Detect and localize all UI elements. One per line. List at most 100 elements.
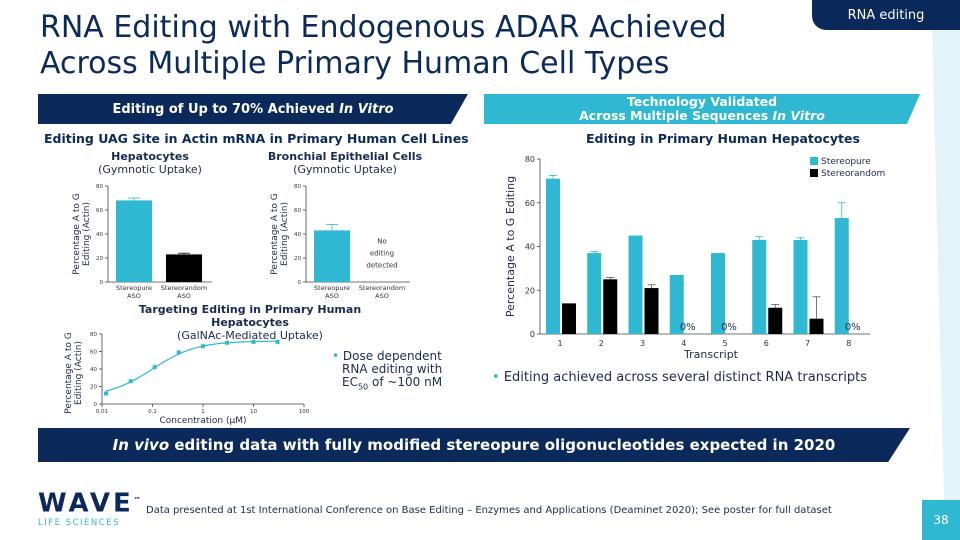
bar-stereorandom-2 <box>603 279 618 334</box>
y-axis-label: Percentage A to GEditing (Actin) <box>270 193 290 274</box>
no-editing-line-1: No <box>377 238 387 246</box>
bar-stereorandom-7 <box>809 318 824 334</box>
y-axis-label-line-1: Percentage A to G <box>64 332 74 413</box>
chart4-transcripts: 0 20 40 60 80 Percentage A to G Editing Transc… <box>504 155 885 361</box>
dose-bullet-ec-post: of ~100 nM <box>368 375 443 389</box>
x-tick-label: 100 <box>299 409 310 415</box>
bar-stereorandom-6 <box>768 307 783 334</box>
right-banner-line-1: Technology Validated <box>626 94 778 109</box>
y-tick-label: 20 <box>90 385 97 391</box>
slide-title: RNA Editing with Endogenous ADAR Achieve… <box>40 10 810 82</box>
category-label-8: 8 <box>846 339 851 348</box>
y-tick-label: 20 <box>96 256 103 262</box>
y-axis-label-line-2: Editing (Actin) <box>280 202 290 266</box>
x-axis-label: Concentration (μM) <box>159 416 246 425</box>
bar-stereopure-4 <box>669 274 684 334</box>
legend-swatch-stereopure <box>810 157 818 165</box>
y-axis-label: Percentage A to G Editing <box>504 176 517 317</box>
x-tick-label: 1 <box>201 409 205 415</box>
bar-1 <box>314 230 350 282</box>
bar-stereopure-5 <box>711 253 725 334</box>
legend-label-stereorandom: Stereorandom <box>821 169 885 179</box>
y-axis-label-line-1: Percentage A to G <box>270 193 280 274</box>
bar-stereopure-3 <box>628 235 643 334</box>
section-tag: RNA editing <box>812 0 960 30</box>
category-label-2: Stereorandom <box>359 284 405 292</box>
category-label-6: 6 <box>764 339 769 348</box>
left-banner: Editing of Up to 70% Achieved In Vitro <box>38 94 468 124</box>
x-tick-label: 10 <box>250 409 257 415</box>
data-point-3 <box>152 365 157 370</box>
category-label-4: 4 <box>681 339 686 348</box>
right-banner: Technology Validated Across Multiple Seq… <box>484 94 920 124</box>
y-tick-label: 80 <box>525 155 535 164</box>
no-editing-line-3: detected <box>366 262 397 270</box>
chart3-title: Targeting Editing in Primary Human Hepat… <box>138 303 362 329</box>
bar-stereopure-8 <box>834 218 849 334</box>
y-tick-label: 0 <box>298 280 302 286</box>
category-label-1: Stereopure <box>314 284 350 292</box>
chart1-title: Hepatocytes <box>111 150 189 163</box>
y-tick-label: 40 <box>90 367 97 373</box>
category-label-5: 5 <box>722 339 727 348</box>
zero-label-8: 0% <box>845 322 861 333</box>
dose-bullet-line-1: Dose dependent <box>342 349 442 363</box>
title-line-1: RNA Editing with Endogenous ADAR Achieve… <box>40 10 727 45</box>
chart3-subtitle: (GalNAc-Mediated Uptake) <box>177 329 323 342</box>
chart2-title-block: Bronchial Epithelial Cells (Gymnotic Upt… <box>260 150 430 176</box>
right-banner-line-2: Across Multiple Sequences <box>579 108 773 123</box>
fit-curve <box>105 340 278 392</box>
y-tick-label: 80 <box>294 184 301 190</box>
right-banner-em: In Vitro <box>772 108 825 123</box>
y-axis-label: Percentage A to GEditing (Actin) <box>64 332 84 413</box>
dose-bullet-line-2: RNA editing with <box>342 362 443 376</box>
bar-stereorandom-1 <box>562 303 576 334</box>
dose-bullet: • Dose dependent RNA editing with EC50 o… <box>332 349 443 392</box>
dose-bullet-ec-sub: 50 <box>357 382 369 392</box>
category-label-3: 3 <box>640 339 645 348</box>
right-bullet: • Editing achieved across several distin… <box>492 370 867 385</box>
bottom-banner-text: editing data with fully modified stereop… <box>169 436 836 454</box>
y-tick-label: 0 <box>94 402 98 408</box>
background-stripe <box>932 30 960 500</box>
y-tick-label: 40 <box>294 232 301 238</box>
data-point-1 <box>103 391 108 396</box>
data-point-8 <box>275 339 280 344</box>
chart3-title-block: Targeting Editing in Primary Human Hepat… <box>100 303 400 342</box>
logo-sub: LIFE SCIENCES <box>38 517 120 528</box>
x-tick-label: 0.01 <box>96 409 108 415</box>
category-label-2: 2 <box>599 339 604 348</box>
bar-1 <box>116 200 152 282</box>
y-tick-label: 60 <box>294 208 301 214</box>
category-label-1: Stereopure <box>116 284 152 292</box>
y-axis-label-line-2: Editing (Actin) <box>74 341 84 405</box>
y-tick-label: 20 <box>525 286 535 295</box>
no-editing-line-2: editing <box>370 250 394 258</box>
chart1-hepatocytes: 0 20 40 60 80 Percentage A to GEditing (Actin… <box>72 184 212 300</box>
left-banner-em: In Vitro <box>339 101 394 117</box>
dose-bullet-ec: EC <box>342 375 358 389</box>
category-label-7: 7 <box>805 339 810 348</box>
y-tick-label: 0 <box>530 330 535 339</box>
bar-2 <box>166 254 202 282</box>
category-label-1-line-2: ASO <box>325 292 339 300</box>
page-number: 38 <box>922 500 960 540</box>
y-tick-label: 40 <box>96 232 103 238</box>
bottom-banner-em: In vivo <box>112 436 170 454</box>
y-tick-label: 20 <box>294 256 301 262</box>
y-tick-label: 60 <box>90 350 97 356</box>
bar-stereopure-1 <box>546 178 560 334</box>
x-axis-label: Transcript <box>683 348 739 361</box>
data-point-4 <box>176 350 181 355</box>
logo-tm: ™ <box>133 496 141 504</box>
zero-label-5: 0% <box>721 322 737 333</box>
category-label-1-line-2: ASO <box>127 292 141 300</box>
bar-stereorandom-3 <box>644 288 659 334</box>
y-axis-label: Percentage A to GEditing (Actin) <box>72 193 92 274</box>
data-point-6 <box>225 340 230 345</box>
bar-stereopure-7 <box>793 239 808 334</box>
y-axis-label-line-1: Percentage A to G <box>72 193 82 274</box>
title-line-2: Across Multiple Primary Human Cell Types <box>40 46 670 81</box>
bar-stereopure-6 <box>752 239 767 334</box>
y-tick-label: 60 <box>96 208 103 214</box>
